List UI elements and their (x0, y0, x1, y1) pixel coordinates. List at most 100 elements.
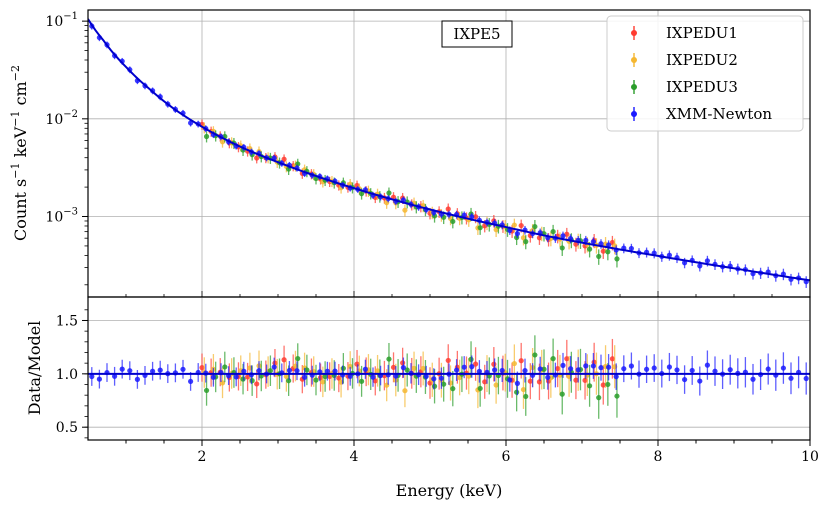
ratio-point (332, 368, 338, 374)
ratio-point (245, 374, 251, 380)
ratio-point (362, 366, 368, 372)
ratio-point (180, 366, 186, 372)
ratio-point (750, 376, 756, 382)
ratio-y-axis-label: Data/Model (25, 321, 44, 416)
ratio-point (689, 367, 695, 374)
ratio-point (555, 365, 561, 372)
ratio-point (469, 364, 475, 370)
legend-label: IXPEDU3 (666, 78, 738, 96)
ratio-point (575, 367, 581, 373)
ratio-point (431, 383, 438, 389)
data-point (450, 218, 456, 225)
ratio-point (390, 364, 397, 370)
legend-entry: XMM-Newton (631, 105, 772, 123)
ratio-point (583, 363, 589, 369)
model-line (88, 18, 810, 282)
legend-label: XMM-Newton (666, 105, 772, 123)
annotation-label: IXPE5 (453, 25, 500, 43)
ratio-point (222, 364, 228, 370)
ratio-point (527, 378, 533, 384)
ratio-point (286, 378, 292, 384)
legend-entry: IXPEDU1 (631, 24, 738, 42)
ratio-point (404, 367, 410, 373)
ratio-point (468, 356, 474, 362)
data-point (520, 235, 527, 241)
ratio-point (438, 375, 444, 381)
data-point (219, 139, 226, 145)
legend-marker (631, 57, 637, 63)
data-point (666, 252, 673, 258)
ratio-point (454, 367, 460, 373)
ratio-point (374, 368, 381, 374)
ratio-point (803, 375, 809, 382)
data-point (587, 246, 593, 252)
ylabel-part: Count s (11, 179, 30, 241)
data-point (697, 263, 703, 269)
legend-entry: IXPEDU3 (631, 78, 738, 96)
ratio-point (420, 365, 426, 372)
ratio-point (324, 368, 330, 374)
ratio-point (606, 364, 612, 370)
ratio-ticks: 2 4 6 8 10 0.5 1.0 1.5 (56, 309, 819, 465)
ratio-point (347, 373, 353, 379)
data-point (600, 248, 606, 254)
x-tick-label: 4 (350, 449, 359, 465)
ratio-point (476, 368, 482, 374)
ratio-point (600, 382, 606, 388)
ratio-point (386, 356, 392, 362)
ratio-point (461, 364, 467, 370)
ratio-point (304, 367, 310, 373)
ratio-point (537, 366, 543, 372)
data-point (596, 253, 602, 260)
ratio-point (313, 377, 319, 383)
x-tick-label: 10 (801, 449, 819, 465)
ratio-point (507, 377, 513, 383)
ratio-point (493, 382, 499, 388)
data-point (628, 245, 635, 252)
data-point (606, 242, 612, 248)
ylabel-exp: −2 (9, 65, 22, 81)
data-point (281, 156, 287, 162)
ratio-point (249, 378, 255, 384)
ratio-point (568, 366, 574, 372)
ratio-point (466, 373, 472, 379)
ratio-point (441, 381, 447, 387)
data-point (550, 228, 556, 235)
legend-label: IXPEDU1 (666, 24, 738, 42)
legend-marker (631, 30, 637, 36)
data-point (560, 233, 566, 239)
ratio-point (302, 374, 308, 380)
y-tick-label: 10−3 (45, 207, 78, 226)
ratio-point (605, 381, 611, 388)
ratio-panel: 2 4 6 8 10 0.5 1.0 1.5 Data/Model Energy (keV) (25, 296, 819, 500)
ratio-point (477, 385, 483, 392)
ratio-point (286, 367, 292, 374)
data-point (583, 237, 589, 243)
ylabel-part: cm (11, 81, 30, 110)
ratio-point (587, 383, 593, 389)
ratio-point (590, 363, 597, 369)
ratio-point (431, 376, 437, 382)
ratio-point (532, 352, 538, 358)
ratio-point (89, 373, 95, 380)
ratio-point (492, 367, 498, 373)
annotation-box: IXPE5 (441, 20, 513, 48)
ratio-point (666, 364, 673, 370)
ratio-point (127, 368, 133, 374)
ratio-point (256, 367, 262, 374)
ratio-point (112, 373, 118, 379)
x-axis-label: Energy (keV) (396, 481, 503, 500)
ratio-point (372, 378, 378, 384)
ratio-point (614, 393, 620, 399)
ratio-point (322, 373, 328, 380)
data-point (514, 231, 521, 237)
ratio-point (150, 368, 156, 374)
ratio-point (511, 360, 517, 367)
ratio-point (628, 363, 635, 369)
ratio-point (651, 365, 657, 371)
ratio-point (281, 357, 287, 363)
ratio-point (704, 362, 711, 368)
ratio-point (523, 393, 529, 400)
data-point (359, 191, 365, 197)
x-tick-label: 8 (654, 449, 663, 465)
